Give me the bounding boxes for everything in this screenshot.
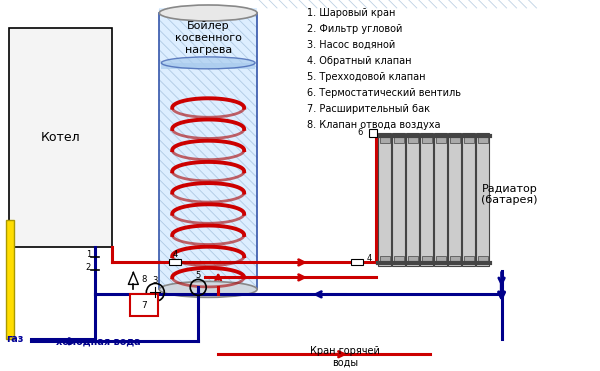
Text: 6. Термостатический вентиль: 6. Термостатический вентиль [307, 88, 461, 98]
Bar [161, 63, 255, 69]
Text: 4: 4 [366, 254, 371, 263]
Bar [406, 133, 419, 266]
Bar [394, 135, 404, 143]
Bar [408, 135, 418, 143]
Text: холодная вода: холодная вода [56, 336, 140, 346]
Bar [422, 135, 432, 143]
Bar [449, 256, 460, 265]
Bar [449, 135, 460, 143]
Bar [8, 28, 112, 247]
Bar [392, 133, 405, 266]
Text: 7. Расширительный бак: 7. Расширительный бак [307, 104, 430, 114]
Bar [380, 256, 390, 265]
Bar [476, 133, 489, 266]
Bar [478, 135, 488, 143]
Bar [380, 135, 390, 143]
Text: 4. Обратный клапан: 4. Обратный клапан [307, 56, 412, 66]
Text: 5: 5 [196, 271, 201, 280]
Text: 5. Трехходовой клапан: 5. Трехходовой клапан [307, 72, 425, 82]
Text: 8: 8 [142, 275, 147, 284]
Bar [436, 135, 446, 143]
Text: 8. Клапан отвода воздуха: 8. Клапан отвода воздуха [307, 120, 440, 130]
Bar [464, 256, 473, 265]
Bar [420, 133, 433, 266]
Ellipse shape [160, 281, 257, 298]
Bar [369, 129, 377, 137]
Text: 2: 2 [86, 263, 91, 272]
Bar [160, 8, 257, 289]
Text: 1: 1 [86, 250, 91, 259]
Text: Радиатор
(батарея): Радиатор (батарея) [481, 184, 538, 206]
Text: Котел: Котел [41, 131, 80, 144]
Bar [436, 256, 446, 265]
Bar [408, 256, 418, 265]
Bar [434, 133, 447, 266]
Bar [448, 133, 461, 266]
Bar [478, 256, 488, 265]
Text: 3: 3 [152, 276, 158, 285]
Ellipse shape [161, 57, 255, 69]
Text: Бойлер
косвенного
нагрева: Бойлер косвенного нагрева [175, 20, 242, 55]
Text: 6: 6 [357, 128, 362, 137]
Ellipse shape [160, 5, 257, 21]
Text: 1. Шаровый кран: 1. Шаровый кран [307, 8, 395, 18]
Text: газ: газ [5, 334, 23, 344]
Bar [394, 256, 404, 265]
Text: 4: 4 [173, 250, 178, 259]
Bar [464, 135, 473, 143]
Text: Кран горячей
воды: Кран горячей воды [310, 347, 380, 368]
Text: 7: 7 [142, 301, 147, 310]
Text: 3. Насос водяной: 3. Насос водяной [307, 40, 395, 50]
Bar [462, 133, 475, 266]
Bar [379, 133, 391, 266]
Bar [351, 259, 363, 265]
Text: 2. Фильтр угловой: 2. Фильтр угловой [307, 24, 403, 34]
Bar [5, 220, 14, 339]
Bar [169, 259, 181, 265]
Bar [130, 294, 158, 316]
Bar [422, 256, 432, 265]
